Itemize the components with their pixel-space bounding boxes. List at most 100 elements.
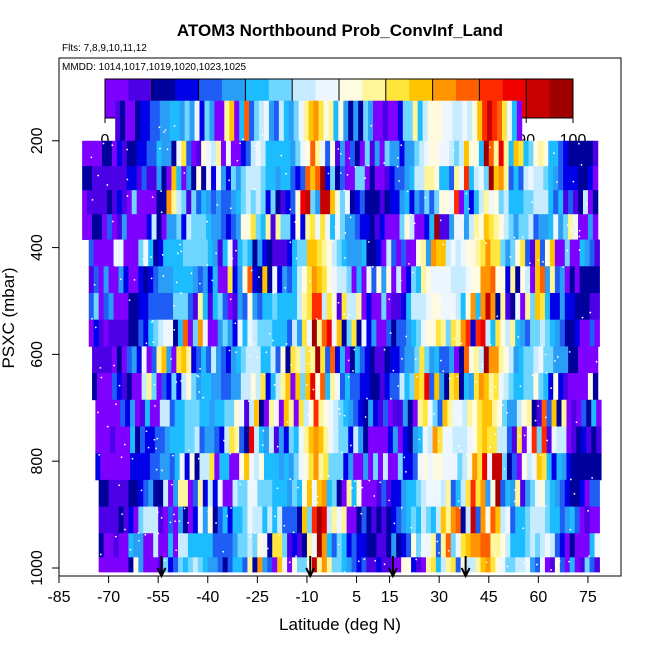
heatmap-cell	[397, 426, 404, 454]
x-tick-label: 15	[381, 589, 399, 606]
heatmap-cell	[535, 266, 541, 294]
flight-track-point	[580, 164, 583, 166]
heatmap-cell	[222, 239, 228, 267]
flight-track-point	[556, 181, 558, 184]
heatmap-cell	[252, 319, 258, 347]
heatmap-cell	[179, 100, 186, 142]
heatmap-cell	[349, 190, 356, 215]
x-tick-label: -25	[246, 589, 269, 606]
heatmap-cell	[386, 506, 392, 534]
heatmap-cell	[543, 214, 549, 240]
heatmap-cell	[371, 557, 377, 573]
flight-track-point	[173, 513, 175, 516]
flight-track-point	[166, 148, 169, 151]
flight-track-point	[173, 125, 176, 127]
heatmap-cell	[224, 426, 230, 454]
heatmap-cell	[201, 140, 207, 167]
heatmap-cell	[164, 100, 171, 142]
flight-track-point	[173, 328, 176, 331]
heatmap-cell	[298, 399, 305, 427]
heatmap-cell	[242, 319, 248, 347]
heatmap-cell	[578, 214, 584, 240]
heatmap-cell	[354, 166, 361, 191]
heatmap-cell	[442, 100, 448, 142]
heatmap-cell	[530, 292, 536, 321]
heatmap-cell	[235, 140, 242, 167]
heatmap-cell	[581, 426, 587, 454]
heatmap-cell	[554, 319, 561, 347]
heatmap-cell	[454, 346, 460, 374]
heatmap-cell	[503, 166, 509, 191]
flight-track-point	[354, 165, 357, 168]
heatmap-cell	[101, 214, 108, 240]
flight-track-point	[155, 447, 157, 450]
flight-track-point	[364, 177, 367, 180]
heatmap-cell	[420, 479, 427, 507]
heatmap-cell	[166, 346, 172, 374]
heatmap-cell	[277, 533, 283, 558]
heatmap-cell	[182, 533, 189, 558]
heatmap-cell	[450, 319, 457, 347]
heatmap-cell	[270, 346, 276, 374]
flight-track-point	[88, 520, 91, 522]
flight-track-point	[408, 262, 410, 265]
heatmap-cell	[569, 292, 576, 321]
heatmap-cell	[330, 214, 336, 240]
heatmap-cell	[154, 426, 161, 454]
heatmap-cell	[505, 557, 511, 573]
heatmap-cell	[174, 426, 181, 454]
flight-track-point	[451, 315, 454, 318]
heatmap-cell	[373, 453, 379, 481]
heatmap-cell	[546, 399, 552, 427]
flight-track-point	[332, 338, 335, 341]
heatmap-cell	[220, 214, 227, 240]
heatmap-cell	[544, 292, 551, 321]
heatmap-cell	[543, 346, 549, 374]
heatmap-cell	[420, 506, 427, 534]
flight-track-point	[172, 304, 175, 307]
heatmap-cell	[161, 166, 167, 191]
heatmap-cell	[450, 239, 457, 267]
heatmap-cell	[290, 140, 296, 167]
heatmap-cell	[123, 506, 129, 534]
flight-track-point	[278, 534, 281, 537]
heatmap-cell	[199, 100, 205, 142]
flight-track-point	[364, 416, 367, 418]
heatmap-cell	[93, 266, 100, 294]
heatmap-cell	[237, 557, 243, 573]
heatmap-cell	[234, 426, 240, 454]
flight-track-point	[458, 507, 461, 509]
heatmap-cell	[450, 479, 457, 507]
x-tick-label: -70	[97, 589, 120, 606]
heatmap-cell	[239, 426, 245, 454]
heatmap-cell	[247, 533, 253, 558]
heatmap-cell	[468, 214, 475, 240]
heatmap-cell	[158, 266, 164, 294]
flight-track-point	[131, 457, 134, 460]
heatmap-cell	[272, 239, 278, 267]
heatmap-cell	[336, 319, 343, 347]
flight-track-point	[485, 561, 488, 564]
heatmap-cell	[146, 214, 152, 240]
heatmap-cell	[551, 426, 557, 454]
heatmap-cell	[88, 239, 95, 267]
heatmap-cell	[432, 426, 438, 454]
flight-track-point	[144, 533, 147, 536]
heatmap-cell	[187, 266, 194, 294]
flight-track-point	[439, 359, 442, 362]
heatmap-cell	[321, 533, 328, 558]
heatmap-cell	[204, 399, 210, 427]
heatmap-cell	[237, 479, 243, 507]
heatmap-cell	[478, 346, 485, 374]
heatmap-cell	[513, 346, 519, 374]
heatmap-cell	[292, 292, 298, 321]
heatmap-cell	[450, 533, 457, 558]
flight-track-point	[85, 375, 88, 377]
heatmap-cell	[159, 100, 166, 142]
heatmap-cell	[541, 399, 548, 427]
flight-track-point	[242, 138, 244, 141]
heatmap-cell	[187, 479, 194, 507]
heatmap-cell	[87, 190, 93, 215]
heatmap-cell	[128, 533, 134, 558]
flight-track-point	[250, 269, 253, 272]
